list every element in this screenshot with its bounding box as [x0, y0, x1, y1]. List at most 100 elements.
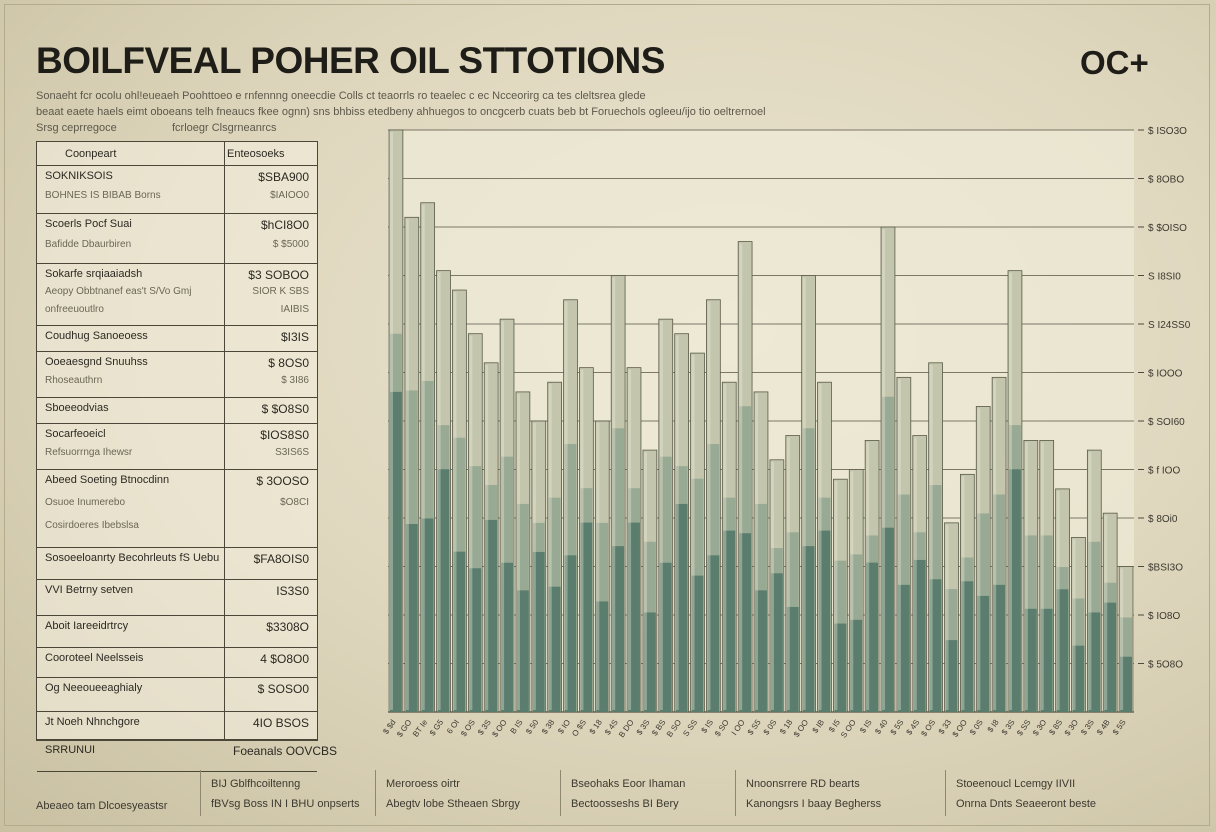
bar-highlight [1040, 442, 1044, 710]
row-label: Og Neeoueeaghialy [45, 682, 143, 694]
row-label: Cosirdoeres Ibebslsa [45, 519, 139, 531]
bar-highlight [580, 369, 584, 710]
x-tick-label: $ 50 [524, 718, 541, 736]
bar-segment-dark [628, 522, 640, 712]
x-tick-label: $ SS [1015, 718, 1032, 737]
bar-segment-dark [723, 530, 736, 712]
table-row: Ooeaesgnd Snuuhss Rhoseauthrn $ 8OS0 $ 3I86 [37, 352, 317, 398]
row-label: Coudhug Sanoeoess [45, 330, 148, 342]
row-value: $ 3I86 [281, 375, 309, 387]
bar-highlight [659, 321, 663, 710]
bar-highlight [929, 364, 933, 710]
bar-highlight [548, 384, 552, 710]
bar-segment-dark [993, 584, 1006, 712]
footer-item-text: fBVsg Boss IN I BHU onpserts [211, 798, 360, 810]
x-tick-label: $ 3O [1031, 718, 1048, 737]
bar-segment-dark [961, 581, 974, 712]
page-title: BOILFVEAL POHER OIL STTOTIONS [36, 40, 665, 81]
footer-item: BIJ Gblfhcoiltenng fBVsg Boss IN I BHU on… [200, 770, 376, 816]
bar-highlight [516, 393, 520, 710]
brand-logo: OC+ [1080, 44, 1149, 81]
table-row: Jt Noeh Nhnchgore 4IO BSOS [37, 712, 317, 740]
row-value: S3IS6S [275, 447, 309, 459]
row-label: Osuoe Inumerebo [45, 496, 126, 508]
bar-segment-dark [532, 551, 545, 712]
bar-segment-dark [453, 551, 466, 712]
row-value: $ $O8S0 [261, 402, 309, 416]
table-row: Coudhug Sanoeoess $I3IS [37, 326, 317, 352]
row-value: SIOR K SBS [252, 286, 309, 298]
table-row: Og Neeoueeaghialy $ SOSO0 [37, 678, 317, 712]
x-tick-label: O $S [570, 718, 588, 738]
bar-highlight [1009, 272, 1013, 710]
table-row: Cooroteel Neelsseis 4 $O8O0 [37, 648, 317, 678]
footer-left-label: Abeaeo tam Dlcoesyeastsr [36, 800, 168, 812]
row-label: Aeopy Obbtnanef eas't S/Vo Gmj [45, 286, 192, 298]
row-label: Ooeaesgnd Snuuhss [45, 356, 148, 368]
subtitle-line: fcrloegr Clsgrneanrcs [172, 122, 277, 134]
x-tick-label: $ OS [459, 718, 477, 738]
row-value: $SBA900 [258, 170, 309, 184]
row-value: 4 $O8O0 [260, 652, 309, 666]
footer-item-text: Bectoosseshs BI Bery [571, 798, 679, 810]
bar-segment-dark [897, 584, 910, 712]
bar-segment-dark [945, 640, 958, 712]
x-tick-label: $ G5 [428, 718, 446, 738]
row-label: onfreeuoutlro [45, 304, 104, 316]
row-value: $I3IS [280, 330, 309, 344]
bar-highlight [628, 369, 632, 710]
footer-item: Bseohaks Eoor Ihaman Bectoosseshs BI Bery [560, 770, 736, 816]
bar-segment-dark [405, 524, 418, 712]
row-value: $3308O [266, 620, 309, 634]
bar-highlight [612, 277, 616, 710]
bar-segment-dark [739, 533, 752, 712]
row-value: $IAIOO0 [270, 190, 309, 201]
bar-segment-dark [1104, 602, 1117, 712]
x-tick-label: $ OO [951, 718, 969, 739]
row-value: $FA8OIS0 [253, 552, 309, 566]
y-tick-label: $BSI3O [1148, 563, 1183, 574]
row-value: $ 3OOSO [256, 474, 309, 488]
row-label: Sboeeodvias [45, 402, 109, 414]
table-header-estimates: Enteosoeks [227, 148, 285, 160]
footer-item-text: Abegtv lobe Stheaen Sbrgy [386, 798, 520, 810]
row-label: Bafidde Dbaurbiren [45, 238, 132, 250]
bar-highlight [1072, 539, 1076, 710]
x-tick-label: $ 4S [905, 718, 922, 737]
bar-highlight [1120, 568, 1124, 710]
bar-segment-dark [818, 530, 831, 712]
bar-highlight [834, 481, 838, 710]
bar-highlight [1088, 452, 1092, 710]
x-tick-label: $ 18 [588, 718, 605, 736]
row-label: VVI Betrny setven [45, 584, 134, 596]
table-row: VVI Betrny setven IS3S0 [37, 580, 317, 616]
x-tick-label: $ 3S [1000, 718, 1017, 737]
table-row: Sboeeodvias $ $O8S0 [37, 398, 317, 424]
bar-highlight [850, 471, 854, 710]
bar-segment-dark [643, 612, 656, 712]
bar-highlight [739, 243, 743, 711]
y-tick-label: S I8SI0 [1148, 272, 1181, 283]
bar-segment-dark [850, 619, 863, 712]
bar-highlight [945, 524, 949, 710]
poster-frame [4, 4, 1210, 826]
x-tick-label: B SO [665, 718, 683, 739]
footer-item-text: Kanongsrs I baay Begherss [746, 798, 882, 810]
y-tick-label: $ IOOO [1148, 369, 1183, 380]
table-header-company: Coonpeart [65, 148, 117, 160]
bar-segment-dark [707, 555, 720, 712]
x-tick-label: $ 0S [762, 718, 779, 737]
x-tick-label: $ OO [792, 718, 810, 739]
row-label: BOHNES IS BIBAB Borns [45, 190, 161, 201]
bar-highlight [643, 452, 647, 710]
table-row: Abeed Soeting Btnocdinn Osuoe Inumerebo Co… [37, 470, 317, 548]
x-tick-label: $ IS [858, 718, 874, 735]
bar-highlight [691, 355, 695, 710]
row-label: SRRUNUI [45, 744, 96, 756]
row-label: Refsuorrnga Ihewsr [45, 447, 133, 459]
y-tick-label: $ ISO3O [1148, 126, 1187, 137]
bar-segment-dark [691, 575, 704, 712]
row-value: $O8CI [280, 496, 309, 508]
bar-highlight [723, 384, 727, 710]
